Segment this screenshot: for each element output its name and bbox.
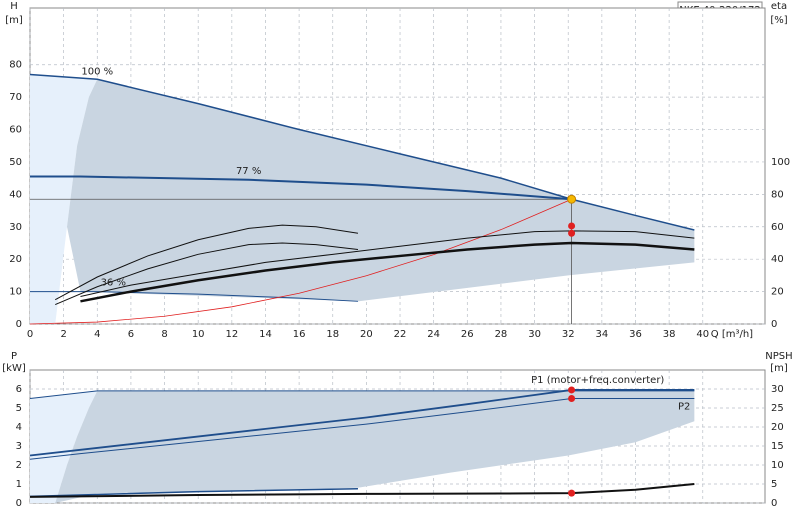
- y2-tick-label: 100: [771, 157, 790, 168]
- y-tick-label: 6: [16, 384, 22, 395]
- y2-tick-label: 60: [771, 222, 784, 233]
- x-tick-label: 22: [394, 329, 407, 340]
- y-tick-label: 30: [9, 222, 22, 233]
- curve: [29, 198, 572, 325]
- x-tick-label: 36: [629, 329, 642, 340]
- y-tick-label: 20: [9, 254, 22, 265]
- y-tick-label: 0: [16, 498, 22, 509]
- y2-tick-label: 40: [771, 254, 784, 265]
- y-tick-label: 70: [9, 92, 22, 103]
- x-tick-label: 40: [696, 329, 709, 340]
- y-tick-label: 50: [9, 157, 22, 168]
- curve: [29, 389, 695, 457]
- point: [568, 489, 576, 497]
- y2-tick-label: 20: [771, 287, 784, 298]
- point: [568, 229, 576, 237]
- y2-tick-label: 25: [771, 403, 784, 414]
- x-tick-label: 16: [293, 329, 306, 340]
- shaded-area: [55, 389, 695, 503]
- y-tick-label: 4: [16, 422, 22, 433]
- x-axis-label: Q [m³/h]: [711, 329, 753, 340]
- curve: [54, 224, 359, 301]
- x-tick-label: 24: [427, 329, 440, 340]
- y-axis-unit: [kW]: [2, 363, 26, 374]
- x-tick-label: 12: [225, 329, 238, 340]
- x-tick-label: 20: [360, 329, 373, 340]
- curve: [30, 175, 572, 201]
- x-tick-label: 32: [562, 329, 575, 340]
- y-tick-label: 0: [16, 319, 22, 330]
- shaded-area: [30, 390, 98, 503]
- y-tick-label: 5: [16, 403, 22, 414]
- y-tick-label: 40: [9, 189, 22, 200]
- curve-label: 36 %: [101, 278, 126, 289]
- y2-tick-label: 5: [771, 479, 777, 490]
- y-tick-label: 3: [16, 441, 22, 452]
- x-tick-label: 0: [27, 329, 33, 340]
- y-tick-label: 80: [9, 60, 22, 71]
- point: [568, 395, 576, 402]
- x-tick-label: 10: [192, 329, 205, 340]
- y2-tick-label: 10: [771, 460, 784, 471]
- x-tick-label: 30: [528, 329, 541, 340]
- x-tick-label: 4: [94, 329, 100, 340]
- point: [568, 222, 576, 230]
- y-tick-label: 2: [16, 460, 22, 471]
- x-tick-label: 28: [495, 329, 508, 340]
- operating-point: [567, 194, 577, 204]
- curve: [29, 390, 695, 399]
- x-tick-label: 8: [161, 329, 167, 340]
- y-axis-label: H: [10, 1, 18, 12]
- y2-axis-label: NPSH: [765, 351, 792, 362]
- curve: [29, 73, 695, 231]
- x-tick-label: 34: [595, 329, 608, 340]
- y2-tick-label: 0: [771, 319, 777, 330]
- y2-axis-label: eta: [771, 1, 787, 12]
- y2-tick-label: 80: [771, 189, 784, 200]
- x-tick-label: 18: [326, 329, 339, 340]
- point: [568, 386, 576, 394]
- curve: [55, 242, 359, 306]
- curve: [29, 483, 695, 498]
- y-tick-label: 10: [9, 287, 22, 298]
- curve-label: P2: [678, 402, 690, 413]
- curve-label: 77 %: [236, 166, 261, 177]
- y2-tick-label: 30: [771, 384, 784, 395]
- y2-axis-unit: [m]: [770, 363, 788, 374]
- x-tick-label: 6: [128, 329, 134, 340]
- y2-tick-label: 20: [771, 422, 784, 433]
- curve: [80, 230, 695, 297]
- curve: [80, 241, 695, 303]
- curve: [29, 398, 695, 460]
- curve-label: 100 %: [81, 66, 113, 77]
- curve: [29, 488, 358, 498]
- y-axis-label: P: [11, 351, 17, 362]
- shaded-area: [67, 79, 695, 302]
- y-axis-unit: [m]: [5, 15, 23, 26]
- y2-tick-label: 15: [771, 441, 784, 452]
- curve-label: P1 (motor+freq.converter): [531, 375, 664, 386]
- y2-axis-unit: [%]: [770, 15, 787, 26]
- x-tick-label: 2: [60, 329, 66, 340]
- y-tick-label: 1: [16, 479, 22, 490]
- x-tick-label: 26: [461, 329, 474, 340]
- x-tick-label: 14: [259, 329, 272, 340]
- y-tick-label: 60: [9, 125, 22, 136]
- y2-tick-label: 0: [771, 498, 777, 509]
- x-tick-label: 38: [663, 329, 676, 340]
- curve: [30, 291, 359, 302]
